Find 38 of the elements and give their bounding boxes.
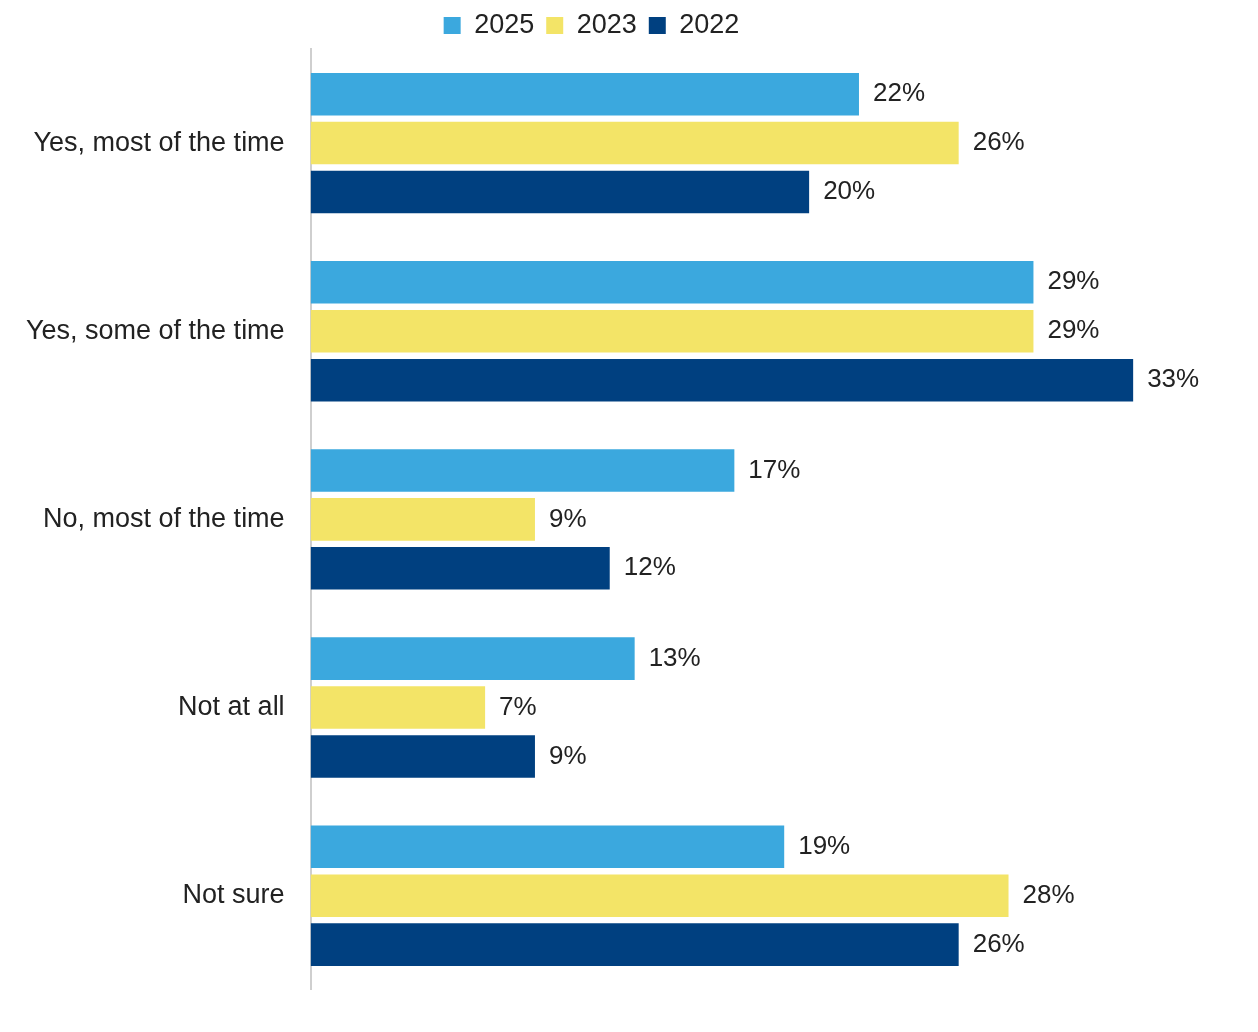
data-label: 26%: [972, 927, 1025, 958]
data-label: 29%: [1047, 265, 1100, 296]
data-label: 17%: [748, 453, 801, 484]
bar: [310, 358, 1134, 402]
data-label: 26%: [972, 126, 1025, 157]
bar: [310, 547, 610, 590]
legend-label: 2025: [474, 8, 535, 39]
y-tick-label: No, most of the time: [43, 502, 285, 533]
y-tick-label: Not sure: [182, 879, 285, 910]
data-label: 20%: [823, 175, 876, 206]
data-label: 28%: [1022, 878, 1075, 909]
bar: [310, 309, 1034, 353]
bar: [310, 825, 785, 869]
data-label: 7%: [499, 690, 537, 721]
y-tick-label: Not at all: [178, 691, 285, 722]
data-label: 9%: [548, 739, 587, 770]
y-tick-label: Yes, some of the time: [26, 314, 285, 345]
data-label: 29%: [1047, 314, 1100, 345]
legend-label: 2022: [679, 8, 740, 39]
data-label: 12%: [623, 551, 676, 582]
legend-label: 2023: [576, 8, 637, 39]
bar: [310, 121, 959, 165]
bar: [310, 923, 959, 966]
bar: [310, 686, 486, 729]
bar: [310, 170, 810, 214]
bar: [310, 637, 635, 680]
data-label: 19%: [798, 829, 851, 860]
data-label: 33%: [1147, 363, 1200, 394]
y-tick-label: Yes, most of the time: [33, 126, 285, 157]
bar: [310, 735, 535, 778]
data-label: 13%: [648, 641, 701, 672]
data-label: 22%: [872, 77, 926, 108]
bar: [310, 72, 859, 116]
bar: [310, 498, 535, 541]
data-label: 9%: [548, 502, 587, 533]
bar: [310, 449, 735, 492]
bar: [310, 261, 1034, 304]
bar: [310, 874, 1009, 917]
